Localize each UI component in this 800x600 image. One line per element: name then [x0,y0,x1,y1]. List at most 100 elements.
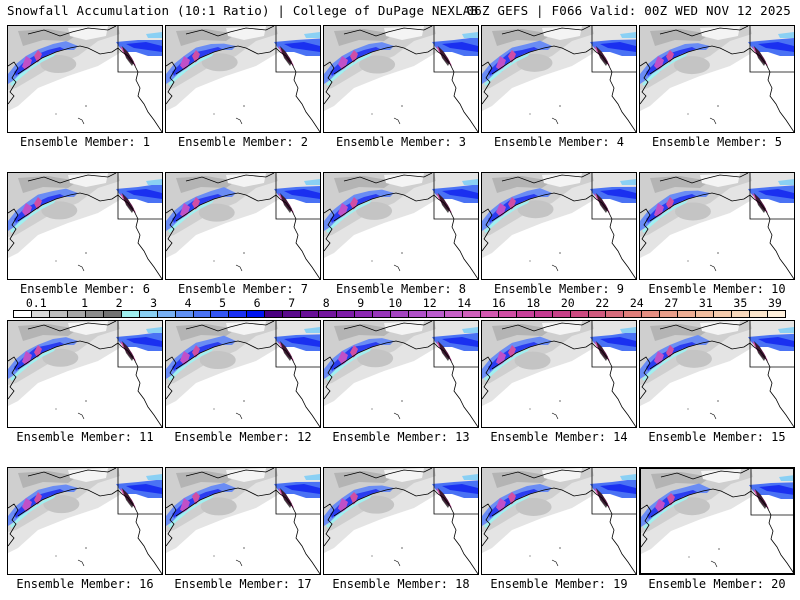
colorbar-cell [67,311,86,317]
coastline-west-coast [768,514,793,573]
colorbar-cell [229,311,248,317]
snow-shade-dark [334,176,394,193]
ensemble-member-label: Ensemble Member: 5 [651,135,783,149]
colorbar-cell [31,311,50,317]
coastline-aleutians [333,487,455,517]
coastline-alaska-north [185,468,275,479]
canada-us-border [433,173,478,220]
coastline-alaska-north [659,173,749,184]
snow-shade-low [201,53,238,72]
snow-shade-low [41,201,78,220]
ensemble-member-map [639,25,795,133]
coastline-asia [8,356,19,400]
coastline-west-coast [293,71,320,132]
coastline-asia [324,61,335,105]
snow-band-aleutian [640,43,710,84]
snow-shade-dark [492,29,552,46]
snow-shade-low [675,349,712,368]
snow-shade-low [516,53,553,72]
ensemble-member-label: Ensemble Member: 14 [490,430,628,444]
canada-us-border [117,468,162,515]
coastline-alaska-north [343,173,433,184]
snow-shade-dark [651,472,711,489]
snow-shade-dark [334,29,394,46]
ensemble-member-label: Ensemble Member: 16 [16,577,154,591]
canada-us-border [275,468,320,515]
snow-shade-low [517,200,554,219]
snow-band-aleutian [482,484,552,526]
colorbar-cell [408,311,427,317]
coastline-aleutians [650,488,772,518]
colorbar-tick-label: 8 [322,296,330,310]
snow-band-aleutian [640,335,710,379]
snow-shade-low [42,348,79,367]
snow-shade-dark [492,471,552,488]
colorbar-cell [444,311,463,317]
colorbar-cell [211,311,230,317]
ensemble-member-map [7,467,163,575]
coastline-aleutians [175,45,297,75]
ensemble-member-map [165,25,321,133]
snow-shade-dark [650,176,710,193]
colorbar-tick-label: 39 [767,296,782,310]
ensemble-member-label: Ensemble Member: 7 [177,282,309,296]
coastline-alaska-north [659,321,749,332]
colorbar [13,310,786,318]
coastline-alaska-north [185,321,275,332]
snow-shade-dark [176,29,236,46]
colorbar-tick-label: 16 [491,296,506,310]
canada-us-border [750,469,793,516]
coastline-west-coast [135,71,162,132]
coastline-aleutians [333,192,455,222]
snow-shade-low [357,349,394,368]
snow-shade-low [356,201,393,220]
canada-us-border [117,26,162,73]
colorbar-tick-label: 9 [357,296,365,310]
ensemble-member-label: Ensemble Member: 4 [493,135,625,149]
coastline-west-coast [135,218,162,279]
ensemble-member-label: Ensemble Member: 15 [648,430,786,444]
ensemble-member-map [165,467,321,575]
snow-shade-low [674,202,711,221]
ensemble-member-map [7,25,163,133]
colorbar-cell [373,311,392,317]
colorbar-cell [426,311,445,317]
snow-shade-dark [492,176,552,193]
coastline-alaska-north [27,26,117,37]
colorbar-cell [157,311,176,317]
ensemble-member-label: Ensemble Member: 6 [19,282,151,296]
coastline-aleutians [491,192,613,222]
coastline-aleutians [17,487,139,517]
colorbar-cell [480,311,499,317]
snow-shade-dark [18,324,78,341]
colorbar-tick-label: 7 [288,296,296,310]
canada-us-border [591,26,636,73]
coastline-asia [324,208,335,252]
coastline-aleutians [17,192,139,222]
colorbar-tick-label: 0.1 [25,296,47,310]
coastline-aleutians [17,340,139,370]
snow-shade-dark [334,324,394,341]
coastline-west-coast [767,366,794,427]
canada-us-border [591,321,636,368]
ensemble-member-label: Ensemble Member: 9 [493,282,625,296]
snow-band-aleutian [482,336,552,379]
coastline-alaska-north [343,321,433,332]
snow-band-aleutian [166,335,236,379]
coastline-alaska-north [343,468,433,479]
coastline-alaska-north [185,26,275,37]
coastline-alaska-north [501,26,591,37]
colorbar-cell [301,311,320,317]
ensemble-member-map [639,172,795,280]
colorbar-cell [768,311,785,317]
coastline-aleutians [333,45,455,75]
snow-shade-low [40,55,77,74]
snow-band-aleutian [8,188,78,231]
snow-shade-low [673,56,710,75]
coastline-alaska-north [659,26,749,37]
colorbar-tick-label: 2 [115,296,123,310]
colorbar-cell [265,311,284,317]
coastline-west-coast [767,71,794,132]
colorbar-cell [678,311,697,317]
colorbar-cell [283,311,302,317]
